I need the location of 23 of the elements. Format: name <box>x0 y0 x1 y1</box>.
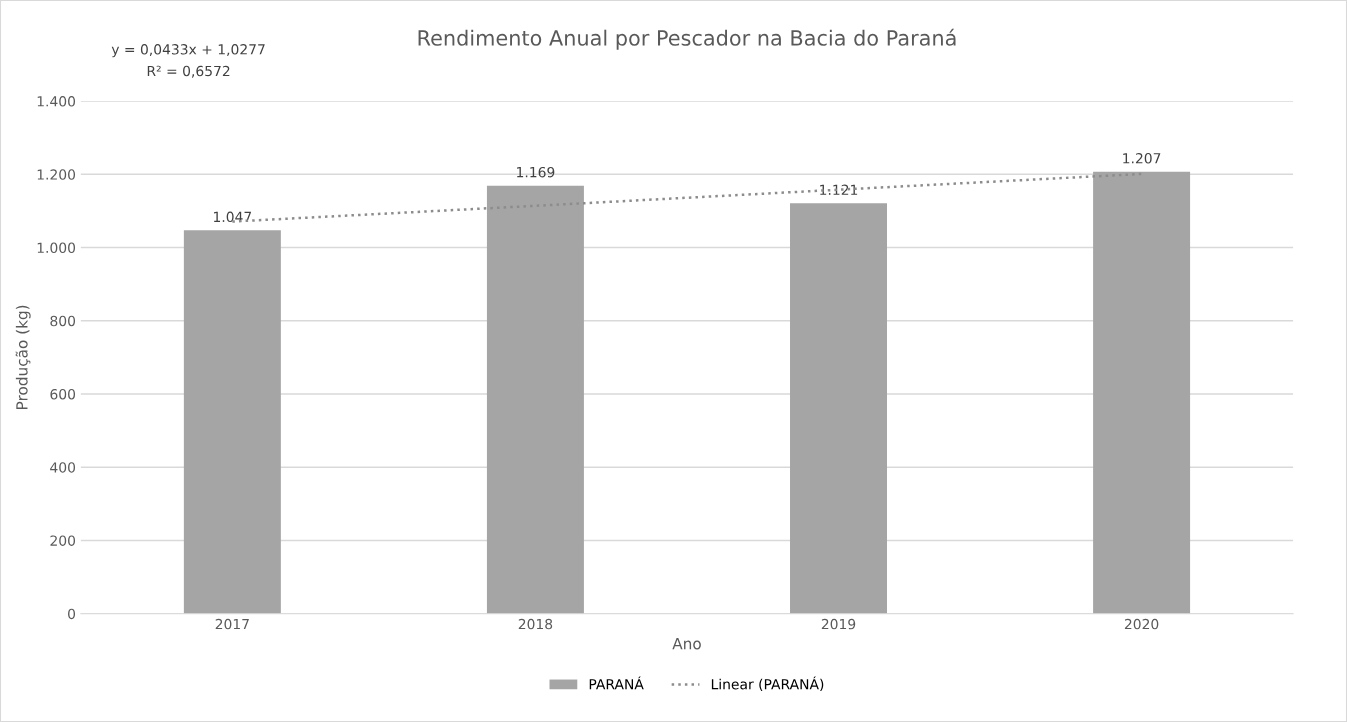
legend-label: PARANÁ <box>589 676 644 690</box>
y-axis-title: Produção (kg) <box>15 305 31 409</box>
y-tick-label: 1.200 <box>37 169 76 180</box>
x-tick-label: 2020 <box>1124 618 1159 630</box>
data-label: 1.169 <box>517 166 555 178</box>
x-tick-label: 2017 <box>215 618 249 630</box>
chart-title: Rendimento Anual por Pescador na Bacia do Paraná <box>418 28 956 50</box>
legend-label: Linear (PARANÁ) <box>711 676 824 692</box>
y-tick-label: 1.000 <box>37 242 76 254</box>
y-tick-label: 0 <box>68 608 76 620</box>
x-tick-label: 2018 <box>518 618 553 630</box>
text: y = 0,0433x + 1,0277 <box>111 44 265 58</box>
y-tick-label: 400 <box>50 462 76 473</box>
y-tick-label: 1.400 <box>37 96 76 107</box>
y-tick-label: 200 <box>50 535 76 546</box>
data-label: 1.207 <box>1123 153 1161 164</box>
text: R² = 0,6572 <box>147 65 230 78</box>
y-tick-label: 800 <box>50 315 76 327</box>
data-label: 1.047 <box>214 211 252 223</box>
x-tick-label: 2019 <box>821 618 856 630</box>
data-label: 1.121 <box>820 184 858 195</box>
y-tick-label: 600 <box>50 388 76 400</box>
x-axis-title: Ano <box>672 638 701 650</box>
